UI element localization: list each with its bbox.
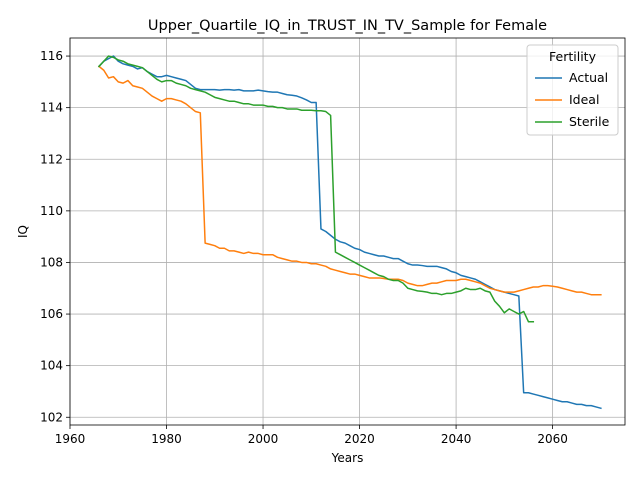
x-tick-label: 2020: [344, 432, 375, 446]
y-tick-label: 102: [40, 410, 63, 424]
x-axis-label: Years: [331, 451, 364, 465]
legend-box: [526, 44, 619, 136]
y-tick-label: 110: [40, 204, 63, 218]
y-tick-label: 116: [40, 49, 63, 63]
x-tick-label: 1960: [55, 432, 86, 446]
series-line-ideal: [97, 65, 602, 296]
x-tick-label: 1980: [151, 432, 182, 446]
legend-label-sterile: Sterile: [569, 114, 610, 129]
chart-title: Upper_Quartile_IQ_in_TRUST_IN_TV_Sample …: [148, 18, 547, 34]
y-tick-label: 108: [40, 255, 63, 269]
axis-ticks: 1960 1980 2000 2020 2040 2060 102 104 106 108 110 1…: [40, 49, 568, 446]
y-tick-label: 104: [40, 359, 63, 373]
x-tick-label: 2000: [248, 432, 279, 446]
grid-lines: [69, 38, 625, 425]
plot-area-frame: [69, 37, 626, 426]
legend-title: Fertility: [549, 49, 597, 64]
x-tick-label: 2040: [441, 432, 472, 446]
y-axis-label: IQ: [16, 225, 30, 238]
y-tick-label: 112: [40, 152, 63, 166]
series-layer: [97, 55, 602, 410]
legend: Fertility Actual Ideal Sterile: [526, 44, 619, 136]
legend-items: Actual Ideal Sterile: [535, 70, 610, 129]
series-line-actual: [97, 55, 602, 410]
legend-label-ideal: Ideal: [569, 92, 599, 107]
y-tick-label: 106: [40, 307, 63, 321]
legend-label-actual: Actual: [569, 70, 608, 85]
series-line-sterile: [97, 55, 535, 323]
y-tick-label: 114: [40, 101, 63, 115]
x-tick-label: 2060: [537, 432, 568, 446]
